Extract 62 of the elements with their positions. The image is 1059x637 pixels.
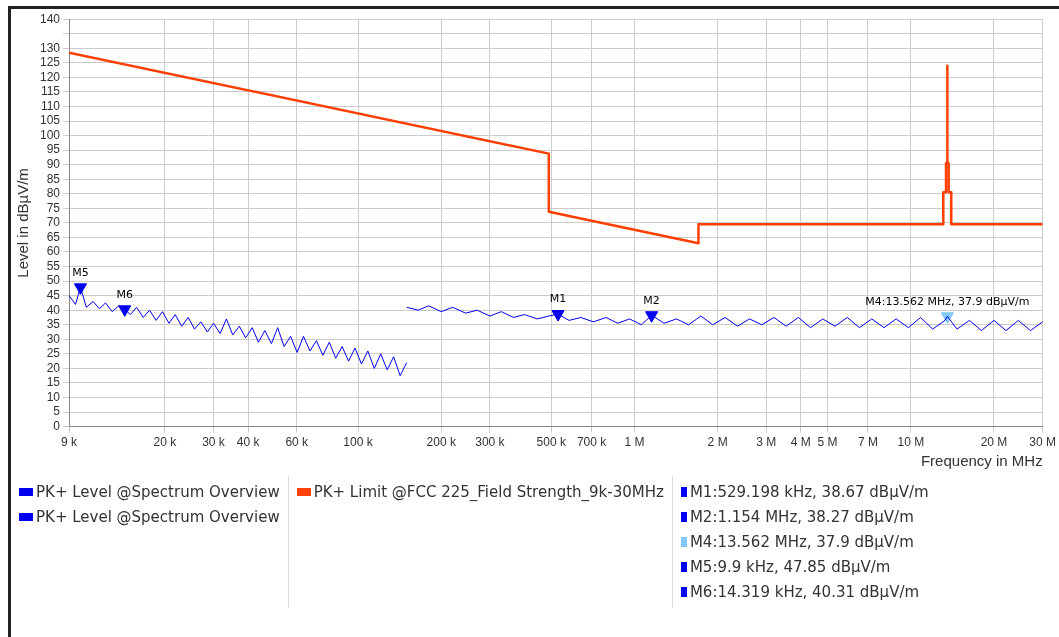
data-label: M1	[549, 292, 567, 306]
x-tick-label: 30 k	[202, 435, 226, 450]
y-tick-label: 35	[46, 317, 61, 332]
y-tick-label: 45	[46, 287, 61, 302]
y-tick-label: 125	[39, 55, 61, 70]
y-tick-label: 80	[46, 186, 61, 201]
x-tick-label: 700 k	[576, 435, 608, 450]
y-axis-title: Level in dBµV/m	[14, 168, 32, 278]
y-tick-label: 40	[46, 302, 61, 317]
y-tick-label: 100	[39, 127, 61, 142]
y-tick-label: 130	[39, 40, 61, 55]
text: M6:14.319 kHz, 40.31 dBµV/m	[689, 582, 920, 601]
y-tick-label: 115	[40, 84, 61, 99]
x-axis-title: Frequency in MHz	[920, 452, 1043, 470]
legend-label: PK+ Limit @FCC 225_Field Strength_9k-30MHz	[313, 482, 664, 501]
x-tick-label: 3 M	[756, 435, 777, 450]
y-tick-label: 30	[46, 331, 61, 346]
y-tick-label: 70	[46, 215, 61, 230]
y-tick-label: 65	[46, 229, 61, 244]
y-tick-label: 85	[46, 171, 61, 186]
x-tick-label: 1 M	[624, 435, 645, 450]
y-tick-label: 20	[46, 360, 61, 375]
y-tick-label: 120	[39, 69, 61, 84]
x-tick-label: 10 M	[897, 435, 925, 450]
text: M5:9.9 kHz, 47.85 dBµV/m	[689, 557, 891, 576]
x-tick-label: 100 k	[343, 435, 374, 450]
y-tick-label: 0	[53, 418, 61, 433]
text: M1:529.198 kHz, 38.67 dBµV/m	[689, 482, 929, 501]
x-tick-label: 4 M	[790, 435, 811, 450]
y-tick-label: 140	[39, 11, 61, 26]
x-tick-label: 20 k	[153, 435, 178, 450]
y-tick-label: 50	[46, 273, 61, 288]
x-tick-label: 20 M	[980, 435, 1008, 450]
text: M2:1.154 MHz, 38.27 dBµV/m	[689, 507, 914, 526]
x-tick-label: 9 k	[61, 435, 79, 450]
data-label: M2	[643, 293, 660, 307]
x-tick-label: 7 M	[857, 435, 878, 450]
y-tick-label: 60	[46, 244, 61, 259]
legend-label: PK+ Level @Spectrum Overview	[36, 507, 280, 526]
y-tick-label: 5	[53, 404, 61, 419]
y-tick-label: 90	[46, 157, 61, 172]
legend-label: PK+ Level @Spectrum Overview	[36, 482, 280, 501]
text: M4:13.562 MHz, 37.9 dBµV/m	[689, 532, 914, 551]
x-tick-label: 2 M	[707, 435, 728, 450]
y-tick-label: 105	[39, 113, 61, 128]
y-tick-label: 15	[46, 375, 61, 390]
y-tick-label: 55	[46, 258, 61, 273]
y-tick-label: 95	[46, 142, 61, 157]
x-tick-label: 300 k	[475, 435, 506, 450]
x-tick-label: 30 M	[1029, 435, 1056, 450]
x-tick-label: 5 M	[817, 435, 838, 450]
x-tick-label: 500 k	[536, 435, 567, 450]
y-tick-label: 110	[40, 98, 61, 113]
x-tick-label: 60 k	[285, 435, 310, 450]
data-label: M6	[116, 287, 134, 301]
y-tick-label: 10	[46, 389, 61, 404]
data-label: M4:13.562 MHz, 37.9 dBµV/m	[865, 294, 1030, 308]
y-tick-label: 25	[46, 346, 61, 361]
x-tick-label: 200 k	[426, 435, 457, 450]
x-tick-label: 40 k	[236, 435, 261, 450]
y-tick-label: 75	[46, 200, 61, 215]
data-label: M5	[72, 265, 89, 279]
